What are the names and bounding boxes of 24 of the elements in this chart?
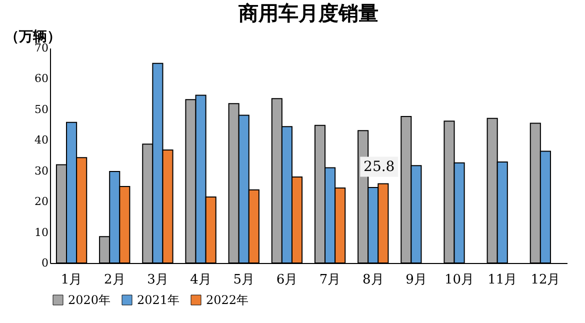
y-tick-label: 40	[34, 134, 48, 147]
y-tick-label: 0	[42, 256, 48, 270]
y-tick-label: 60	[34, 72, 48, 86]
x-tick-label: 8月	[362, 272, 384, 288]
legend-label: 2020年	[68, 293, 111, 307]
x-tick-label: 5月	[233, 272, 255, 288]
y-tick-label: 20	[34, 195, 48, 208]
x-tick-label: 9月	[406, 272, 427, 288]
x-tick-label: 6月	[276, 272, 298, 288]
x-tick-label: 7月	[319, 272, 341, 288]
x-tick-label: 1月	[60, 272, 82, 288]
y-tick-label: 50	[34, 102, 48, 116]
x-tick-label: 10月	[444, 272, 474, 288]
legend-label: 2021年	[137, 293, 180, 307]
x-tick-label: 2月	[104, 272, 126, 288]
x-tick-label: 3月	[147, 272, 168, 288]
chart-title: 商用车月度销量	[238, 1, 378, 25]
y-tick-label: 30	[34, 164, 48, 178]
x-tick-label: 12月	[530, 272, 560, 288]
y-tick-label: 10	[34, 226, 48, 239]
x-tick-label: 11月	[488, 272, 518, 288]
data-label: 25.8	[364, 158, 395, 175]
legend-label: 2022年	[206, 293, 249, 307]
x-tick-label: 4月	[190, 272, 212, 288]
